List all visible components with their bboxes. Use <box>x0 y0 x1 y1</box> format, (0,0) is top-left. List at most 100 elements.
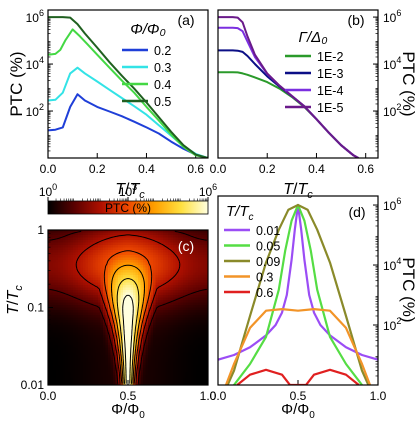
heatmap-cell <box>73 270 77 274</box>
heatmap-cell <box>175 302 179 306</box>
heatmap-cell <box>158 380 162 384</box>
heatmap-cell <box>105 282 109 286</box>
heatmap-cell <box>175 365 179 369</box>
heatmap-cell <box>88 367 92 371</box>
heatmap-cell <box>95 295 99 299</box>
heatmap-cell <box>173 305 177 309</box>
heatmap-cell <box>85 367 89 371</box>
heatmap-cell <box>78 257 82 261</box>
heatmap-cell <box>148 382 152 385</box>
heatmap-cell <box>103 252 107 256</box>
heatmap-cell <box>165 305 169 309</box>
heatmap-cell <box>113 345 117 349</box>
heatmap-cell <box>63 337 67 341</box>
heatmap-cell <box>93 322 97 326</box>
panel-b-xtick-label: 0.2 <box>259 162 276 176</box>
heatmap-cell <box>148 362 152 366</box>
heatmap-cell <box>193 257 197 261</box>
heatmap-cell <box>158 265 162 269</box>
heatmap-cell <box>100 290 104 294</box>
heatmap-cell <box>80 292 84 296</box>
heatmap-cell <box>83 235 87 239</box>
heatmap-cell <box>153 350 157 354</box>
heatmap-cell <box>73 240 77 244</box>
heatmap-cell <box>153 310 157 314</box>
heatmap-cell <box>80 235 84 239</box>
heatmap-cell <box>195 382 199 385</box>
heatmap-cell <box>200 240 204 244</box>
heatmap-cell <box>203 380 207 384</box>
heatmap-cell <box>100 252 104 256</box>
heatmap-cell <box>173 242 177 246</box>
heatmap-cell <box>78 347 82 351</box>
heatmap-cell <box>108 345 112 349</box>
heatmap-cell <box>83 232 87 236</box>
heatmap-cell <box>178 357 182 361</box>
heatmap-cell <box>108 372 112 376</box>
heatmap-cell <box>180 307 184 311</box>
heatmap-cell <box>88 337 92 341</box>
heatmap-cell <box>103 255 107 259</box>
heatmap-cell <box>73 292 77 296</box>
heatmap-cell <box>145 330 149 334</box>
heatmap-cell <box>200 265 204 269</box>
heatmap-cell <box>70 232 74 236</box>
heatmap-cell <box>95 292 99 296</box>
heatmap-cell <box>78 315 82 319</box>
heatmap-cell <box>68 337 72 341</box>
heatmap-cell <box>88 322 92 326</box>
heatmap-cell <box>175 370 179 374</box>
heatmap-cell <box>130 265 134 269</box>
heatmap-cell <box>193 272 197 276</box>
heatmap-cell <box>163 370 167 374</box>
heatmap-cell <box>83 365 87 369</box>
heatmap-cell <box>80 302 84 306</box>
heatmap-cell <box>163 312 167 316</box>
heatmap-cell <box>115 290 119 294</box>
heatmap-cell <box>115 285 119 289</box>
heatmap-cell <box>50 297 54 301</box>
heatmap-cell <box>138 230 142 234</box>
heatmap-cell <box>160 312 164 316</box>
heatmap-cell <box>108 282 112 286</box>
heatmap-cell <box>148 322 152 326</box>
heatmap-cell <box>205 302 208 306</box>
heatmap-cell <box>153 260 157 264</box>
heatmap-cell <box>58 365 62 369</box>
heatmap-cell <box>198 355 202 359</box>
heatmap-cell <box>183 372 187 376</box>
heatmap-cell <box>80 295 84 299</box>
heatmap-cell <box>73 380 77 384</box>
heatmap-cell <box>103 325 107 329</box>
heatmap-cell <box>85 365 89 369</box>
heatmap-cell <box>200 340 204 344</box>
heatmap-cell <box>150 270 154 274</box>
heatmap-cell <box>73 280 77 284</box>
heatmap-cell <box>80 285 84 289</box>
heatmap-cell <box>135 307 139 311</box>
heatmap-cell <box>108 230 112 234</box>
heatmap-cell <box>123 372 127 376</box>
heatmap-cell <box>195 300 199 304</box>
heatmap-cell <box>200 350 204 354</box>
heatmap-cell <box>123 290 127 294</box>
heatmap-cell <box>193 230 197 234</box>
heatmap-cell <box>80 230 84 234</box>
heatmap-cell <box>193 282 197 286</box>
heatmap-cell <box>173 300 177 304</box>
heatmap-cell <box>193 305 197 309</box>
heatmap-cell <box>205 352 208 356</box>
heatmap-cell <box>50 295 54 299</box>
heatmap-cell <box>160 285 164 289</box>
heatmap-cell <box>183 257 187 261</box>
heatmap-cell <box>75 262 79 266</box>
heatmap-cell <box>170 297 174 301</box>
panel-c-xtick-label: 0.0 <box>40 389 57 403</box>
heatmap-cell <box>205 380 208 384</box>
heatmap-cell <box>135 292 139 296</box>
heatmap-cell <box>55 297 59 301</box>
heatmap-cell <box>75 277 79 281</box>
heatmap-cell <box>88 362 92 366</box>
heatmap-cell <box>165 352 169 356</box>
heatmap-cell <box>150 345 154 349</box>
